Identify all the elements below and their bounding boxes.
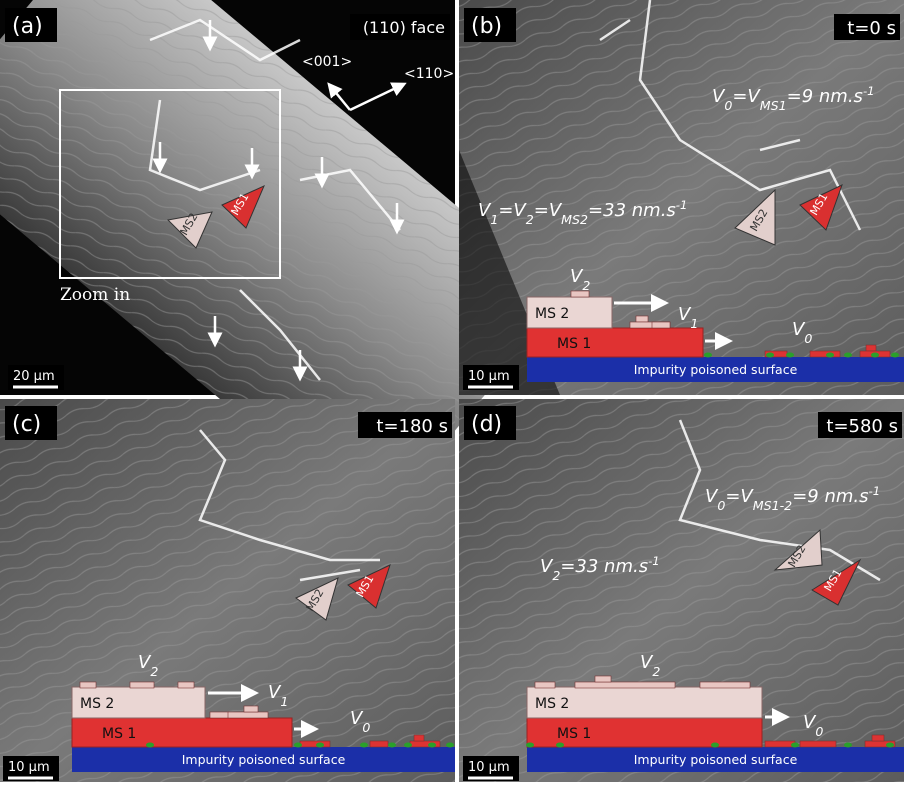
step: [652, 322, 670, 328]
time-label: t=0 s: [847, 18, 896, 39]
impurity: [404, 743, 412, 748]
impurity: [711, 743, 719, 748]
ms1-label: MS 1: [557, 336, 591, 352]
step: [178, 682, 194, 688]
equation-part: 0: [362, 720, 370, 735]
equation-part: 1: [690, 316, 698, 331]
step: [228, 712, 268, 718]
step: [244, 706, 258, 712]
equation-part: 2: [552, 568, 560, 583]
impurity: [704, 353, 712, 358]
scale-label: 20 µm: [13, 369, 55, 384]
equation-part: =9 nm.s: [787, 86, 863, 107]
step: [810, 351, 840, 357]
impurity: [891, 353, 899, 358]
time-label: t=180 s: [376, 416, 448, 437]
ms2-label: MS 2: [80, 696, 114, 712]
impurity: [844, 743, 852, 748]
impurity: [871, 353, 879, 358]
step: [872, 735, 884, 741]
ms1: [527, 328, 703, 357]
step: [535, 682, 555, 688]
impurity: [294, 743, 302, 748]
figure: (a) (110) face <001> <110> Zoom in (b) t…: [0, 0, 904, 782]
impurity: [556, 743, 564, 748]
equation-part: =33 nm.s: [588, 200, 676, 221]
equation-part: 2: [150, 664, 158, 679]
step: [575, 682, 675, 688]
impurity: [826, 353, 834, 358]
impurity: [316, 743, 324, 748]
equation-part: =V: [725, 486, 754, 507]
equation-part: 1: [280, 694, 288, 709]
equation-part: =33 nm.s: [560, 556, 648, 577]
step: [130, 682, 154, 688]
step: [800, 741, 836, 747]
panel-label: (d): [471, 412, 502, 437]
face-label: (110) face: [363, 18, 445, 37]
equation-part: =V: [498, 200, 527, 221]
panel-label: (a): [12, 14, 43, 39]
equation-part: =9 nm.s: [792, 486, 868, 507]
ms1-label: MS 1: [102, 726, 136, 742]
step: [370, 741, 388, 747]
equation-part: =V: [732, 86, 761, 107]
step: [300, 741, 330, 747]
impurity: [446, 743, 454, 748]
impurity: [428, 743, 436, 748]
equation-part: 2: [526, 212, 534, 227]
scale-label: 10 µm: [8, 760, 50, 775]
panel-label: (b): [471, 14, 502, 39]
step: [414, 735, 424, 741]
impurity: [791, 743, 799, 748]
impurity: [388, 743, 396, 748]
equation-part: MS2: [561, 212, 588, 227]
scale-label: 10 µm: [468, 760, 510, 775]
impurity: [146, 743, 154, 748]
equation-part: 0: [717, 498, 725, 513]
step: [866, 345, 876, 351]
impurity: [766, 353, 774, 358]
ms2-label: MS 2: [535, 306, 569, 322]
equation-part: 0: [815, 724, 823, 739]
equation-part: 2: [582, 278, 590, 293]
equation-part: 0: [724, 98, 732, 113]
surface-label: Impurity poisoned surface: [182, 752, 346, 767]
scale-label: 10 µm: [468, 369, 510, 384]
ms2-label: MS 2: [535, 696, 569, 712]
impurity: [786, 353, 794, 358]
impurity: [360, 743, 368, 748]
equation-part: MS1: [760, 98, 787, 113]
step: [80, 682, 96, 688]
step: [636, 316, 648, 322]
equation-part: 1: [490, 212, 498, 227]
impurity: [526, 743, 534, 748]
impurity: [844, 353, 852, 358]
equation-part: -1: [863, 84, 875, 98]
panel-label: (c): [12, 412, 41, 437]
step: [700, 682, 750, 688]
surface-label: Impurity poisoned surface: [634, 752, 798, 767]
ms1-label: MS 1: [557, 726, 591, 742]
equation-part: 0: [804, 331, 812, 346]
impurity: [886, 743, 894, 748]
step: [595, 676, 611, 682]
step: [765, 741, 795, 747]
equation-part: =V: [534, 200, 563, 221]
direction: <001>: [302, 54, 352, 70]
equation-part: 2: [652, 664, 660, 679]
equation-part: -1: [676, 198, 688, 212]
equation-part: -1: [648, 554, 660, 568]
equation-part: -1: [869, 484, 881, 498]
direction: <110>: [404, 66, 454, 82]
zoom-label: Zoom in: [60, 285, 130, 305]
equation-part: MS1-2: [753, 498, 792, 513]
time-label: t=580 s: [826, 416, 898, 437]
step: [210, 712, 230, 718]
page: {"panels":[ {"label":"(a)","corner":"(11…: [0, 0, 904, 786]
surface-label: Impurity poisoned surface: [634, 362, 798, 377]
